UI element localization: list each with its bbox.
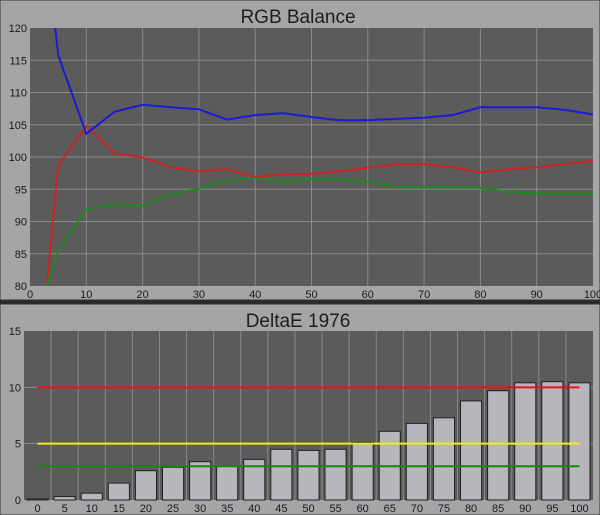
deltae-x-tick-label: 70: [411, 503, 423, 515]
deltae-x-tick-label: 100: [570, 503, 588, 515]
rgb-x-tick-label: 60: [362, 289, 374, 301]
rgb-gridlines: [30, 28, 593, 286]
rgb-x-tick-label: 40: [249, 289, 261, 301]
rgb-x-tick-label: 10: [80, 289, 92, 301]
deltae-bar: [53, 496, 76, 501]
rgb-y-tick-label: 100: [9, 152, 27, 164]
deltae-bar: [270, 448, 293, 501]
deltae-bar: [26, 498, 49, 501]
deltae-bar: [568, 382, 591, 501]
rgb-y-tick-label: 95: [15, 184, 27, 196]
deltae-x-tick-label: 50: [302, 503, 314, 515]
rgb-y-tick-label: 105: [9, 120, 27, 132]
deltae-x-tick-label: 60: [357, 503, 369, 515]
rgb-x-tick-label: 70: [418, 289, 430, 301]
deltae-bar: [514, 382, 537, 501]
rgb-x-tick-label: 80: [474, 289, 486, 301]
rgb-y-tick-label: 80: [15, 281, 27, 293]
deltae-x-tick-label: 90: [519, 503, 531, 515]
deltae-x-tick-label: 45: [275, 503, 287, 515]
deltae-x-tick-label: 15: [113, 503, 125, 515]
deltae-bar: [162, 466, 185, 501]
rgb-x-tick-label: 100: [584, 289, 600, 301]
rgb-y-tick-label: 90: [15, 217, 27, 229]
deltae-y-tick-label: 5: [15, 439, 21, 451]
deltae-x-tick-label: 85: [492, 503, 504, 515]
deltae-bar: [216, 465, 239, 501]
deltae-x-tick-label: 20: [140, 503, 152, 515]
deltae-x-tick-label: 25: [167, 503, 179, 515]
deltae-bar: [432, 417, 455, 501]
deltae-x-tick-label: 65: [384, 503, 396, 515]
deltae-x-tick-label: 55: [329, 503, 341, 515]
rgb-x-tick-label: 20: [136, 289, 148, 301]
deltae-chart-title: DeltaE 1976: [246, 311, 351, 332]
rgb-chart-title: RGB Balance: [240, 7, 355, 28]
deltae-x-tick-label: 75: [438, 503, 450, 515]
rgb-x-tick-label: 0: [27, 289, 33, 301]
deltae-x-tick-label: 40: [248, 503, 260, 515]
deltae-bar: [80, 492, 103, 501]
deltae-reference-lines: [37, 386, 580, 468]
rgb-x-axis-ticks: 0 10 20 30 40 50 60 70 80 90 100: [27, 289, 600, 301]
deltae-bar: [189, 461, 212, 501]
rgb-y-tick-label: 85: [15, 249, 27, 261]
deltae-bars: [26, 381, 591, 501]
deltae-bar: [107, 482, 130, 501]
deltae-y-tick-label: 10: [9, 382, 21, 394]
deltae-bar: [541, 381, 564, 501]
deltae-x-tick-label: 10: [86, 503, 98, 515]
deltae-bar: [297, 449, 320, 501]
deltae-y-tick-label: 15: [9, 326, 21, 338]
rgb-y-axis-ticks: 80 85 90 95 100 105 110 115 120: [9, 23, 27, 293]
deltae-bar: [243, 458, 266, 501]
red-series-line: [45, 124, 593, 286]
deltae-x-axis-ticks: 0 5 10 15 20 25 30 35 40 45 50 55 60 65 70 75 80 85 90 95 10…: [34, 503, 588, 515]
deltae-x-tick-label: 95: [546, 503, 558, 515]
deltae-bar: [487, 390, 510, 501]
deltae-bar: [405, 422, 428, 501]
green-series-line: [45, 176, 593, 286]
deltae-x-tick-label: 0: [34, 503, 40, 515]
deltae-bar: [351, 442, 374, 501]
deltae-x-tick-label: 35: [221, 503, 233, 515]
deltae-bar: [460, 400, 483, 501]
deltae-bar: [324, 448, 347, 501]
rgb-series-lines: [45, 28, 593, 286]
deltae-x-tick-label: 80: [465, 503, 477, 515]
deltae-y-axis-ticks: 0 5 10 15: [9, 326, 21, 507]
deltae-x-tick-label: 30: [194, 503, 206, 515]
deltae-bar: [134, 470, 157, 501]
rgb-y-tick-label: 115: [9, 55, 27, 67]
deltae-x-tick-label: 5: [62, 503, 68, 515]
rgb-x-tick-label: 50: [305, 289, 317, 301]
rgb-y-tick-label: 110: [9, 88, 27, 100]
rgb-x-tick-label: 90: [531, 289, 543, 301]
rgb-x-tick-label: 30: [193, 289, 205, 301]
rgb-y-tick-label: 120: [9, 23, 27, 35]
deltae-y-tick-label: 0: [15, 495, 21, 507]
blue-series-line: [54, 28, 593, 136]
